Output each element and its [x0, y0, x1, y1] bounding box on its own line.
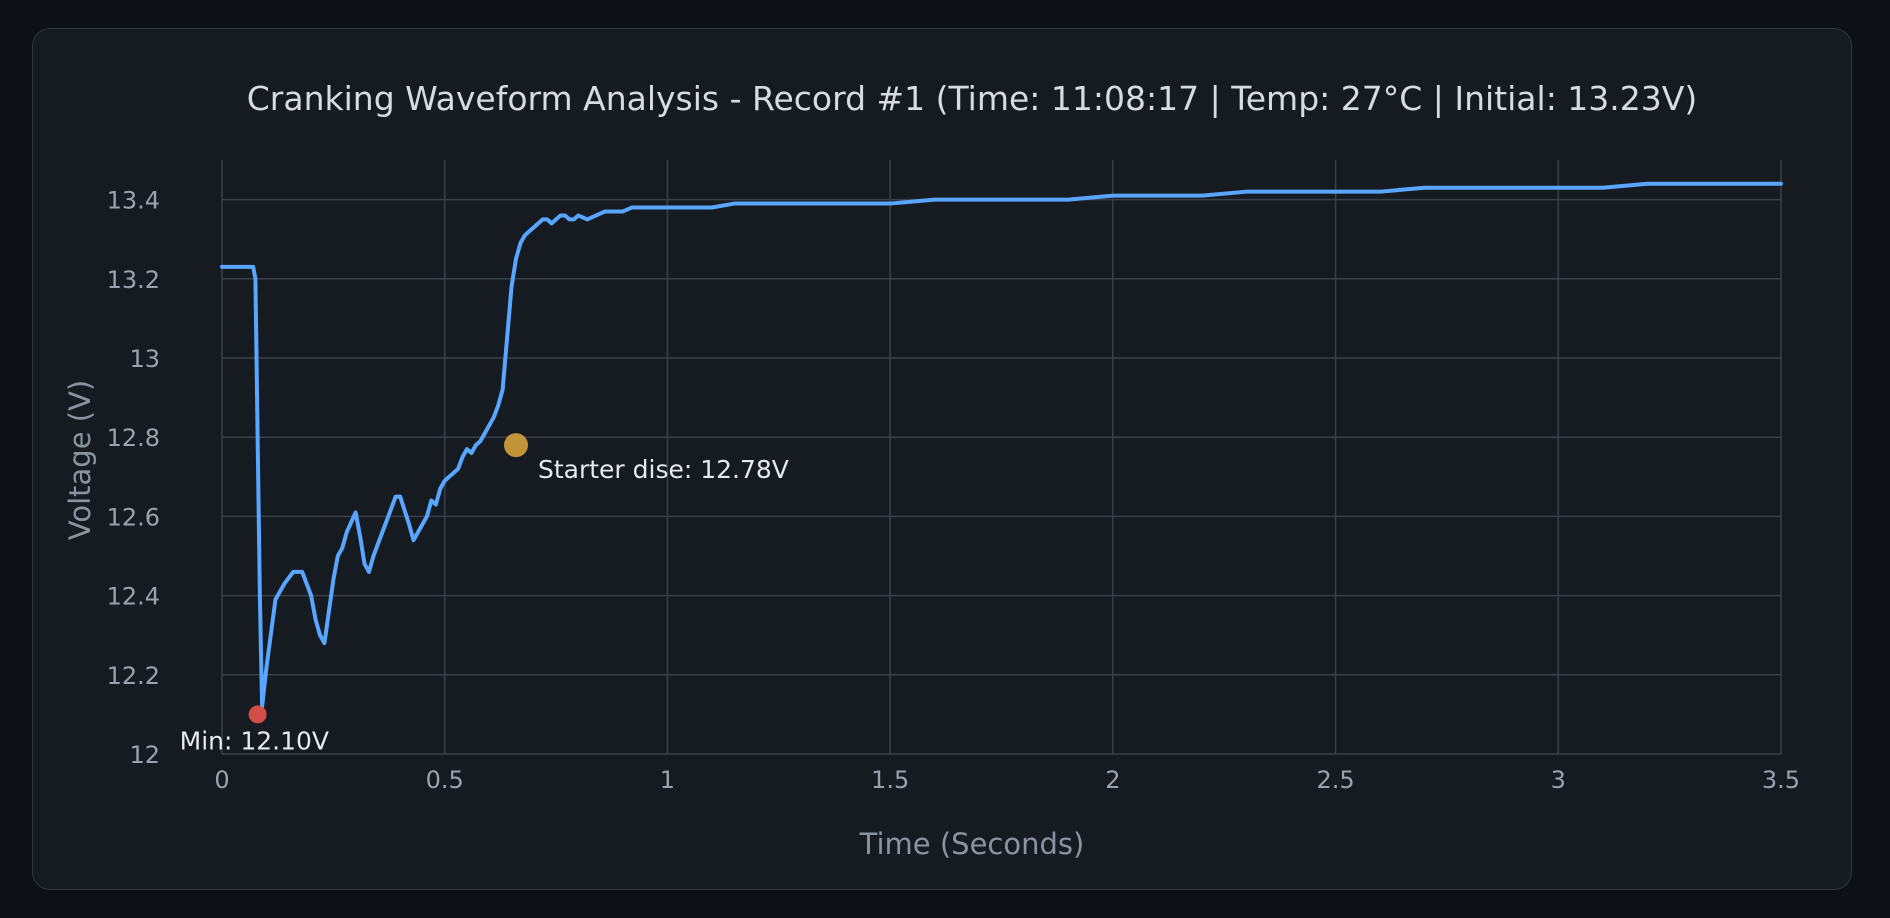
- axis-ticks: 0 0.5 1 1.5 2 2.5 3 3.5 12 12.2 12.4 12.6 12.8 13 13.2…: [107, 187, 1801, 794]
- x-tick-label: 2.5: [1316, 766, 1354, 794]
- y-axis-label: Voltage (V): [63, 380, 97, 540]
- x-tick-label: 3.5: [1762, 766, 1800, 794]
- y-tick-label: 12.6: [107, 503, 160, 531]
- y-tick-label: 12: [129, 741, 160, 769]
- voltage-series-line: [220, 181, 1783, 709]
- grid-lines: [221, 160, 1782, 755]
- chart-card: [32, 28, 1852, 890]
- annotations: Min: 12.10V Starter dise: 12.78V: [180, 433, 789, 755]
- y-tick-label: 13.4: [107, 187, 160, 215]
- chart-title: Cranking Waveform Analysis - Record #1 (…: [247, 79, 1697, 118]
- annotation-label: Starter dise: 12.78V: [538, 455, 789, 484]
- y-tick-label: 12.4: [107, 583, 160, 611]
- annotation-marker: [503, 433, 528, 458]
- annotation-label: Min: 12.10V: [180, 726, 329, 755]
- x-tick-label: 1.5: [871, 766, 909, 794]
- x-tick-label: 3: [1551, 766, 1566, 794]
- x-tick-label: 1: [660, 766, 675, 794]
- y-tick-label: 13.2: [107, 266, 160, 294]
- x-tick-label: 0: [214, 766, 229, 794]
- x-tick-label: 0.5: [426, 766, 464, 794]
- annotation-marker: [248, 705, 267, 724]
- x-tick-label: 2: [1105, 766, 1120, 794]
- y-tick-label: 12.2: [107, 662, 160, 690]
- x-axis-label: Time (Seconds): [859, 827, 1085, 861]
- y-tick-label: 13: [129, 345, 160, 373]
- y-tick-label: 12.8: [107, 424, 160, 452]
